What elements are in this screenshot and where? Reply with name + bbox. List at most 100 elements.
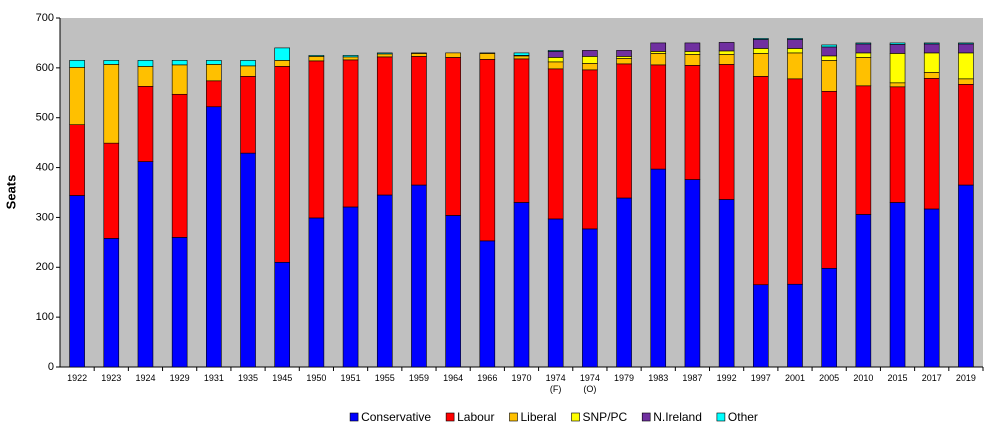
y-tick-label: 200 [36,261,54,273]
bar-segment [240,152,256,368]
x-tick-label: 1950 [306,373,327,383]
bar-segment [958,84,974,186]
x-tick-label: 1974 (O) [579,373,600,394]
bar-segment [547,68,564,220]
bar-segment [69,195,85,368]
y-axis-title: Seats [3,175,18,210]
x-tick-label: 2001 [784,373,805,383]
bar-segment [308,55,325,57]
bar-segment [308,56,325,62]
x-tick-label: 1983 [648,373,669,383]
bar-segment [787,78,803,285]
bar-segment [752,76,769,286]
bar-segment [513,52,530,56]
bar-segment [752,48,769,54]
bar-segment [274,47,291,61]
bar-segment [855,42,872,45]
bar-segment [513,202,530,368]
bar-segment [103,238,120,368]
y-tick-label: 700 [36,12,54,24]
y-tick-label: 400 [36,161,54,173]
bar-segment [787,38,803,40]
y-tick-label: 500 [36,112,54,124]
bar-segment [958,78,974,85]
bar-segment [342,56,359,61]
bar-segment [889,53,906,84]
bar-segment [650,64,667,170]
bar-segment [958,42,974,45]
bar-segment [958,52,974,80]
bar-segment [69,124,85,196]
legend-label: SNP/PC [583,410,628,424]
bar-segment [171,60,188,66]
y-tick-label: 0 [48,361,54,373]
bar-segment [171,237,188,368]
bar-segment [547,218,564,368]
bar-segment [821,60,837,92]
bar-segment [479,53,496,60]
bar-segment [137,66,154,87]
x-tick-label: 2017 [921,373,942,383]
bar-segment [376,56,393,196]
bar-segment [684,65,701,180]
bar-segment [582,56,598,64]
bar-segment [240,60,256,67]
bar-segment [684,42,701,52]
bar-segment [206,106,222,368]
x-tick-label: 1970 [511,373,532,383]
bar-segment [958,43,974,54]
bar-segment [616,197,632,368]
bar-segment [718,50,735,55]
bar-segment [582,69,598,230]
x-tick-label: 2005 [819,373,840,383]
bar-segment [513,58,530,203]
bar-segment [206,64,222,82]
legend-label: N.Ireland [653,410,702,424]
bar-segment [821,44,837,48]
bar-segment [718,42,735,52]
x-tick-label: 1955 [374,373,395,383]
legend-label: Liberal [520,410,556,424]
bar-segment [650,53,667,66]
x-tick-label: 1924 [135,373,156,383]
x-tick-label: 1923 [101,373,122,383]
legend-swatch [641,412,651,422]
bar-segment [411,184,427,368]
bar-segment [923,208,940,368]
bar-segment [547,51,564,58]
bar-segment [274,66,291,263]
bar-segment [547,61,564,70]
legend-label: Other [728,410,758,424]
x-tick-label: 1935 [238,373,259,383]
bar-segment [821,46,837,57]
bar-segment [923,78,940,210]
bar-segment [752,39,769,49]
x-tick-label: 1951 [340,373,361,383]
bar-segment [103,142,120,239]
x-tick-label: 1987 [682,373,703,383]
legend-swatch [716,412,726,422]
bar-segment [376,194,393,368]
bar-segment [923,42,940,45]
bar-segment [171,93,188,238]
bar-segment [342,206,359,368]
x-tick-label: 1964 [443,373,464,383]
x-tick-label: 2010 [853,373,874,383]
x-tick-label: 1974 (F) [545,373,566,394]
y-tick-label: 600 [36,62,54,74]
x-tick-label: 2019 [955,373,976,383]
bar-segment [69,60,85,68]
bar-segment [342,59,359,208]
bar-segment [308,217,325,368]
bar-segment [547,50,564,52]
x-tick-label: 1929 [169,373,190,383]
y-tick-label: 100 [36,311,54,323]
bar-segment [718,199,735,368]
bar-segment [821,267,837,368]
bar-segment [376,52,393,55]
bar-segment [206,80,222,108]
x-tick-label: 2015 [887,373,908,383]
bar-segment [616,58,632,65]
bar-segment [684,54,701,66]
bar-segment [787,39,803,49]
